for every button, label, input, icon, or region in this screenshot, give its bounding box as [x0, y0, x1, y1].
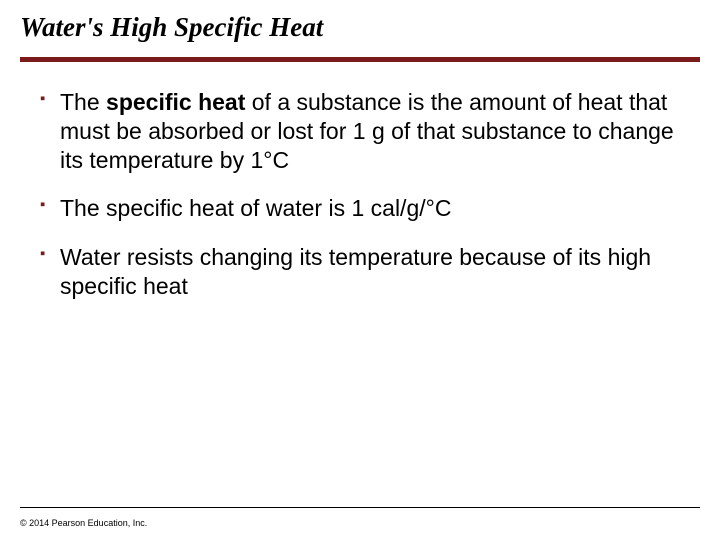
bullet-item: Water resists changing its temperature b… [40, 243, 686, 301]
bullet-item: The specific heat of water is 1 cal/g/°C [40, 194, 686, 223]
bullet-item: The specific heat of a substance is the … [40, 88, 686, 174]
copyright-text: © 2014 Pearson Education, Inc. [20, 518, 147, 528]
slide: { "title": "Water's High Specific Heat",… [0, 0, 720, 540]
footer-divider [20, 507, 700, 508]
bullet-text-pre: The specific heat of water is 1 cal/g/°C [60, 195, 451, 221]
slide-content: The specific heat of a substance is the … [0, 62, 720, 301]
bullet-list: The specific heat of a substance is the … [40, 88, 686, 301]
bullet-text-pre: The [60, 89, 106, 115]
title-block: Water's High Specific Heat [0, 0, 720, 43]
bullet-text-pre: Water resists changing its temperature b… [60, 244, 651, 299]
bullet-bold-term: specific heat [106, 89, 245, 115]
slide-title: Water's High Specific Heat [20, 12, 700, 43]
